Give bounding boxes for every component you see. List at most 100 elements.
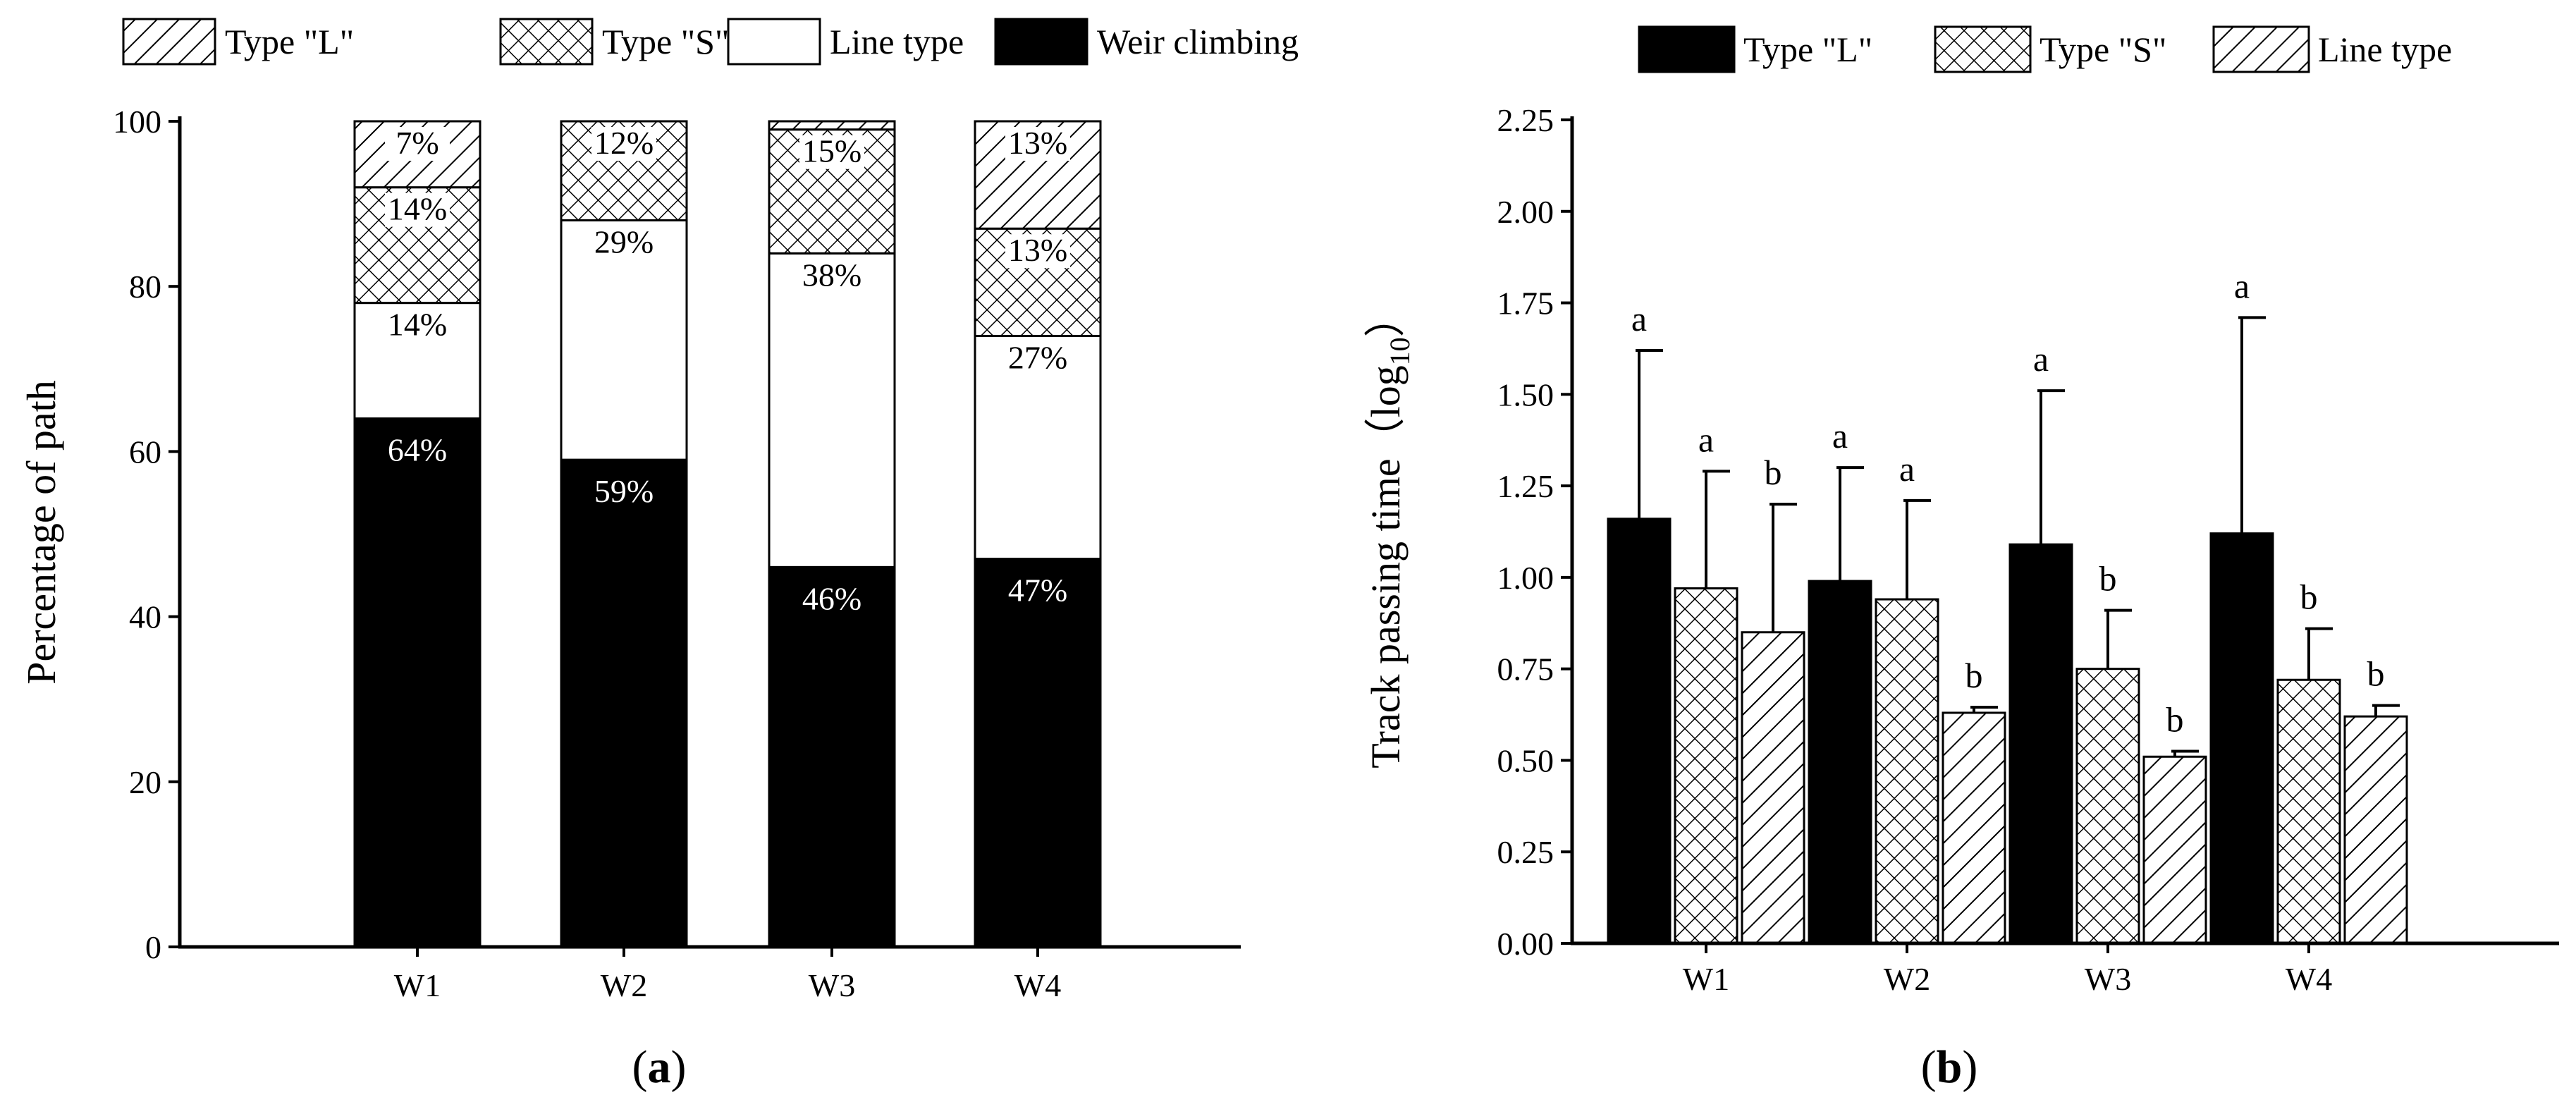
y-axis-ticks-a: 0 20 40 60 80 100 — [113, 104, 180, 965]
data-label: 64% — [388, 432, 447, 468]
data-label: 13% — [1008, 125, 1067, 161]
significance-letter: a — [1832, 416, 1848, 455]
x-tick-label-w1: W1 — [1683, 961, 1729, 997]
y-tick-label: 2.00 — [1497, 194, 1554, 230]
bars-b: a a b a a b a b b a b b — [1607, 266, 2408, 945]
legend-b: Type "L" Type "S" Line type — [1638, 25, 2452, 73]
label-background — [799, 135, 864, 169]
data-label: 12% — [594, 125, 654, 161]
bar-type-s-w3 — [2075, 668, 2140, 945]
stacked-bar-chart-a: Type "L" Type "S" Line type Weir climbing 0… — [18, 18, 1299, 1093]
bar-segment-line-type-w1 — [353, 302, 482, 420]
bar-line-type-w2 — [1942, 711, 2006, 945]
panel-label-a: (a) — [632, 1041, 687, 1093]
significance-letter: a — [2234, 266, 2250, 305]
data-label: 7% — [395, 125, 438, 161]
x-axis-ticks-a: W1 W2 W3 W4 — [394, 947, 1061, 1003]
bar-segment-line-type-w3 — [768, 252, 896, 568]
bar-line-type-w4 — [2343, 715, 2408, 945]
significance-letter: b — [1965, 656, 1983, 695]
label-background — [385, 192, 450, 227]
significance-letter: a — [1899, 449, 1915, 489]
data-label: 14% — [388, 191, 447, 227]
data-label: 38% — [802, 257, 861, 293]
legend-swatch-type-l — [122, 18, 216, 66]
data-label: 15% — [802, 133, 861, 169]
bar-type-s-w2 — [1875, 598, 1939, 945]
legend-swatch-type-l — [1638, 25, 1736, 73]
label-background — [1005, 127, 1070, 161]
significance-letter: b — [2300, 577, 2318, 617]
legend-swatch-line-type — [2212, 25, 2310, 73]
legend-swatch-weir-climbing — [994, 18, 1088, 66]
label-background — [1005, 234, 1070, 269]
y-tick-label: 0.50 — [1497, 742, 1554, 778]
data-label: 27% — [1008, 339, 1067, 375]
y-tick-label: 1.25 — [1497, 468, 1554, 504]
bar-type-s-w4 — [2276, 678, 2341, 945]
x-axis-ticks-b: W1 W2 W3 W4 — [1683, 943, 2332, 997]
y-axis-ticks-b: 0.00 0.25 0.50 0.75 1.00 1.25 1.50 1.75 2.00 2.25 — [1497, 102, 1572, 962]
data-label: 14% — [388, 307, 447, 343]
bars-a: 64% 14% 14% 7% 59% 29% 12% 46% 38% 15% 47% 27% 13% 13… — [353, 120, 1102, 948]
bar-segment-weir-climbing-w4 — [974, 558, 1102, 948]
legend-label-type-s: Type "S" — [2040, 30, 2166, 69]
bar-segment-line-type-w4 — [974, 334, 1102, 561]
grouped-bar-chart-b: Type "L" Type "S" Line type 0.000.250.500.… — [1363, 25, 2559, 1093]
y-tick-label: 1.50 — [1497, 376, 1554, 412]
bar-segment-weir-climbing-w3 — [768, 565, 896, 948]
y-tick-label: 0.75 — [1497, 651, 1554, 687]
bar-segment-weir-climbing-w1 — [353, 417, 482, 948]
label-background — [591, 127, 656, 161]
significance-letter: b — [2166, 699, 2184, 739]
y-tick-label: 0 — [145, 929, 161, 965]
significance-letter: b — [2367, 654, 2385, 694]
bar-line-type-w1 — [1741, 631, 1805, 945]
x-tick-label-w1: W1 — [394, 967, 441, 1003]
bar-line-type-w3 — [2142, 755, 2207, 945]
significance-letter: a — [1698, 420, 1714, 459]
data-label: 13% — [1008, 232, 1067, 268]
legend-label-type-l: Type "L" — [225, 22, 354, 61]
legend-label-line-type: Line type — [830, 22, 964, 61]
legend-swatch-type-s — [499, 18, 594, 66]
x-tick-label-w4: W4 — [1014, 967, 1061, 1003]
x-tick-label-w2: W2 — [1884, 961, 1930, 997]
y-tick-label: 80 — [129, 269, 161, 305]
y-tick-label: 0.25 — [1497, 834, 1554, 870]
x-tick-label-w3: W3 — [809, 967, 855, 1003]
panel-label-b: (b) — [1921, 1041, 1978, 1093]
bar-segment-type-l-w3 — [768, 120, 896, 131]
legend-a: Type "L" Type "S" Line type Weir climbing — [122, 18, 1299, 66]
legend-label-type-s: Type "S" — [602, 22, 729, 61]
data-label: 46% — [802, 580, 861, 616]
y-axis-title-a: Percentage of path — [18, 380, 64, 685]
bar-segment-weir-climbing-w2 — [560, 458, 688, 948]
legend-label-type-l: Type "L" — [1743, 30, 1872, 69]
y-tick-label: 0.00 — [1497, 926, 1554, 962]
legend-label-weir-climbing: Weir climbing — [1097, 22, 1299, 61]
data-label: 29% — [594, 224, 654, 260]
y-tick-label: 2.25 — [1497, 102, 1554, 138]
legend-label-line-type: Line type — [2318, 30, 2452, 69]
y-tick-label: 100 — [113, 104, 161, 140]
data-label: 59% — [594, 473, 654, 509]
x-tick-label-w3: W3 — [2085, 961, 2131, 997]
y-tick-label: 20 — [129, 764, 161, 800]
bar-type-l-w3 — [2008, 543, 2073, 945]
bar-type-l-w1 — [1607, 518, 1672, 945]
significance-letter: a — [2033, 339, 2049, 379]
significance-letter: b — [2099, 559, 2117, 599]
label-background — [385, 127, 450, 161]
y-tick-label: 1.00 — [1497, 560, 1554, 596]
significance-letter: a — [1631, 299, 1647, 338]
x-tick-label-w4: W4 — [2286, 961, 2332, 997]
y-tick-label: 1.75 — [1497, 286, 1554, 322]
legend-swatch-line-type — [727, 18, 821, 66]
data-label: 47% — [1008, 573, 1067, 608]
legend-swatch-type-s — [1934, 25, 2032, 73]
significance-letter: b — [1765, 453, 1782, 492]
bar-type-s-w1 — [1674, 587, 1738, 945]
y-axis-title-b: Track passing time（log10） — [1363, 296, 1416, 768]
